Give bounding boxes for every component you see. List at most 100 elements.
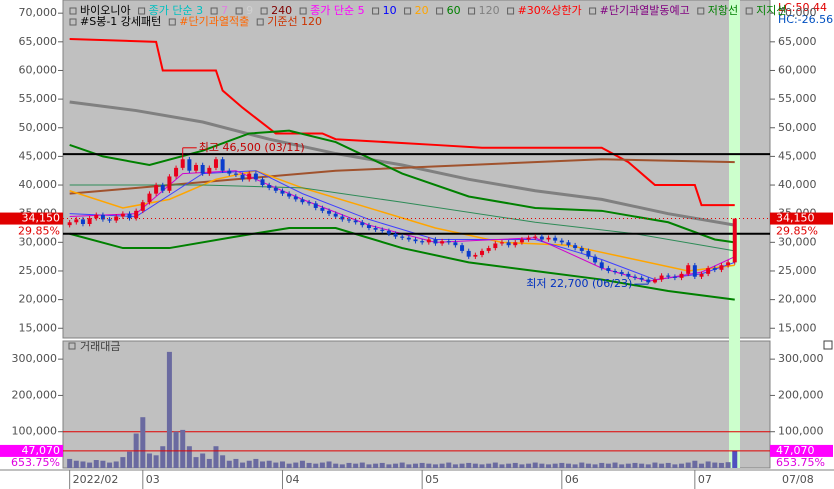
candle-body: [240, 174, 245, 180]
candle-body: [566, 242, 571, 246]
volume-bar: [240, 462, 246, 468]
volume-bar: [585, 463, 591, 468]
y-tick-label: 200,000: [778, 388, 824, 401]
candle-body: [599, 262, 604, 269]
y-tick-label: 55,000: [19, 92, 58, 105]
candle-body: [473, 254, 478, 257]
candle-body: [74, 219, 79, 223]
volume-bar: [393, 463, 399, 468]
candle-body: [526, 237, 531, 240]
volume-bar: [559, 462, 565, 468]
volume-bar: [539, 463, 545, 468]
candle-body: [353, 220, 358, 223]
candle-body: [386, 230, 391, 234]
candle-body: [586, 250, 591, 257]
legend-box: [436, 7, 444, 15]
candle-body: [227, 170, 232, 174]
close-button[interactable]: [823, 340, 833, 350]
legend-box: [745, 7, 753, 15]
last-volume-box: [0, 444, 63, 457]
volume-bar: [712, 462, 718, 468]
volume-bar: [260, 461, 266, 468]
candle-body: [533, 236, 538, 238]
volume-bar: [692, 460, 698, 468]
volume-bar: [253, 458, 259, 468]
candle-body: [67, 222, 72, 226]
candle-body: [639, 277, 644, 280]
candle-body: [460, 245, 465, 251]
y-tick-label: 50,000: [19, 121, 58, 134]
candle-body: [114, 216, 119, 221]
candle-body: [300, 199, 305, 203]
y-tick-label: 70,000: [19, 6, 58, 19]
volume-bar: [665, 462, 671, 468]
candle-body: [293, 196, 298, 200]
candle-body: [287, 193, 292, 197]
candle-body: [94, 214, 99, 219]
indicator-line: [69, 37, 735, 207]
volume-bar: [572, 464, 578, 468]
candle-body: [180, 159, 185, 168]
volume-bar: [100, 460, 106, 468]
volume-bar: [459, 463, 465, 468]
legend-item: 바이오니아: [80, 4, 131, 17]
volume-bar: [439, 463, 445, 468]
volume-bar: [639, 463, 645, 468]
y-tick-label: 45,000: [19, 149, 58, 162]
candle-body: [659, 275, 664, 280]
candle-body: [280, 190, 285, 194]
volume-bar: [599, 462, 605, 468]
volume-bar: [698, 463, 704, 468]
y-tick-label: 20,000: [778, 293, 817, 306]
legend-item: 저항선: [708, 4, 738, 17]
x-tick-label: 03: [146, 473, 160, 486]
y-tick-label: 40,000: [778, 178, 817, 191]
candle-body: [307, 202, 312, 204]
volume-bar: [512, 462, 518, 468]
volume-bar: [426, 463, 432, 468]
candle-body: [453, 242, 458, 246]
volume-bar: [153, 455, 159, 468]
candle-body: [699, 273, 704, 277]
candle-body: [127, 213, 132, 219]
volume-bar: [293, 462, 299, 468]
volume-bar: [413, 463, 419, 468]
candle-body: [579, 248, 584, 251]
candle-body: [220, 159, 225, 171]
volume-bar: [146, 453, 152, 468]
last-price-box: [0, 212, 63, 225]
volume-bar: [319, 462, 325, 468]
volume-bar: [73, 460, 79, 468]
candle-body: [327, 210, 332, 214]
legend-box: [69, 18, 77, 26]
volume-icon: [68, 342, 76, 350]
candle-body: [692, 265, 697, 277]
y-tick-label: 45,000: [778, 149, 817, 162]
last-volume-label: 47,070: [22, 444, 61, 457]
volume-bar: [273, 462, 279, 468]
legend-item: 120: [479, 4, 500, 17]
candle-body: [207, 167, 212, 174]
candle-body: [233, 173, 238, 175]
candle-body: [100, 214, 105, 220]
candle-body: [499, 242, 504, 244]
legend-box: [404, 7, 412, 15]
candle-body: [134, 210, 139, 219]
volume-bar: [306, 462, 312, 468]
candle-body: [313, 203, 318, 208]
legend-box: [372, 7, 380, 15]
candle-body: [333, 213, 338, 217]
volume-bar: [718, 462, 724, 468]
volume-bar: [472, 463, 478, 468]
volume-bar: [479, 464, 485, 468]
y-tick-label: 15,000: [19, 321, 58, 334]
volume-bar: [679, 463, 685, 468]
volume-pct-label: 653.75%: [11, 456, 60, 469]
last-price-label: 34,150: [776, 212, 815, 225]
legend-box: [69, 7, 77, 15]
y-tick-label: 60,000: [19, 63, 58, 76]
volume-bar: [359, 462, 365, 468]
volume-bar: [645, 464, 651, 468]
volume-bar: [652, 462, 658, 468]
volume-bar: [80, 461, 86, 468]
